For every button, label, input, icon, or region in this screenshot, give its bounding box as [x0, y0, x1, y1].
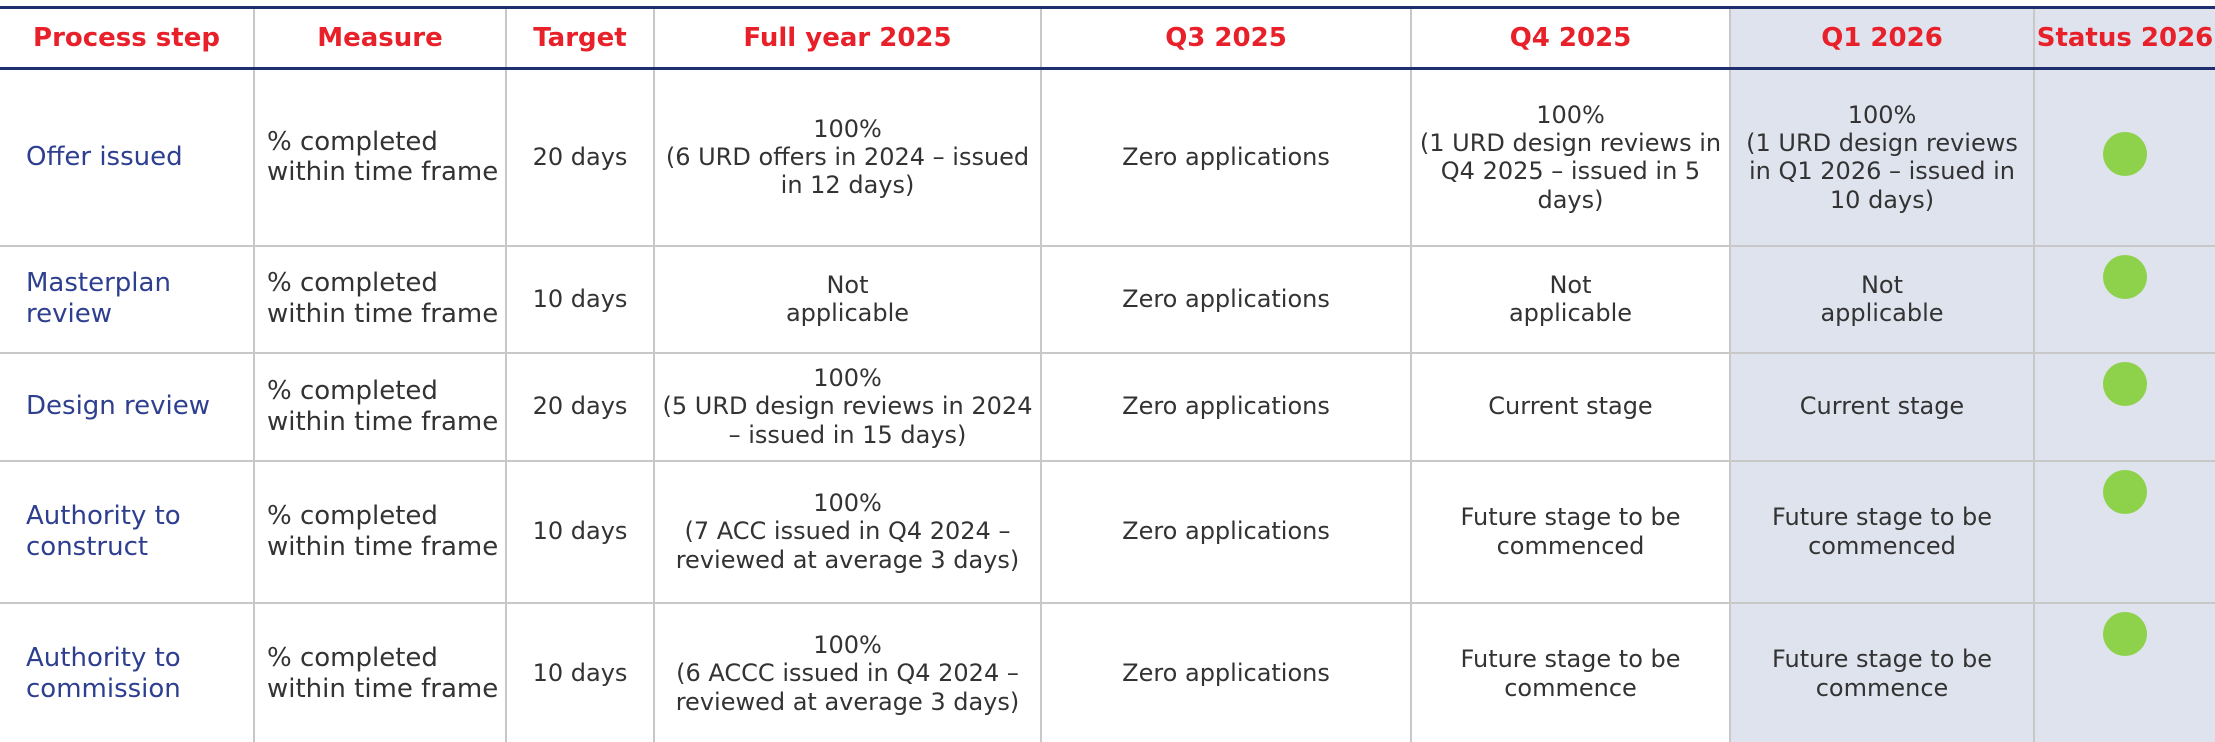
status-cell: [2033, 244, 2215, 354]
table-cell: 100% (7 ACC issued in Q4 2024 – reviewed…: [653, 459, 1042, 604]
table-row: Offer issued% completed within time fram…: [0, 67, 2215, 247]
table-cell: Future stage to be commence: [1729, 601, 2035, 742]
table-row: Masterplan review% completed within time…: [0, 244, 2215, 354]
table-cell: 100% (6 ACCC issued in Q4 2024 – reviewe…: [653, 601, 1042, 742]
table-cell: Zero applications: [1040, 351, 1412, 462]
table-cell: 20 days: [505, 67, 655, 247]
table-cell: % completed within time frame: [253, 601, 507, 742]
status-cell: [2033, 459, 2215, 604]
table-cell: 20 days: [505, 351, 655, 462]
header-cell: Q3 2025: [1040, 6, 1411, 70]
header-cell: Q1 2026: [1729, 6, 2034, 70]
table-cell: Authority to construct: [0, 459, 255, 604]
table-cell: Offer issued: [0, 67, 255, 247]
table-cell: Current stage: [1410, 351, 1731, 462]
table-cell: % completed within time frame: [253, 351, 507, 462]
status-indicator: [2103, 361, 2147, 406]
header-cell: Status 2026: [2033, 6, 2215, 70]
header-cell: Target: [505, 6, 654, 70]
table-cell: % completed within time frame: [253, 459, 507, 604]
table-body: Offer issued% completed within time fram…: [0, 67, 2215, 742]
table-cell: Design review: [0, 351, 255, 462]
table-cell: 10 days: [505, 244, 655, 354]
status-cell: [2033, 67, 2215, 247]
table-cell: Zero applications: [1040, 601, 1412, 742]
table-row: Design review% completed within time fra…: [0, 351, 2215, 462]
status-indicator: [2103, 469, 2147, 514]
table-row: Authority to commission% completed withi…: [0, 601, 2215, 742]
status-indicator: [2103, 254, 2147, 299]
table-cell: % completed within time frame: [253, 67, 507, 247]
status-indicator: [2103, 611, 2147, 656]
table-row: Authority to construct% completed within…: [0, 459, 2215, 604]
table-cell: 100% (1 URD design reviews in Q1 2026 – …: [1729, 67, 2035, 247]
header-cell: Measure: [253, 6, 506, 70]
table-cell: 100% (5 URD design reviews in 2024 – iss…: [653, 351, 1042, 462]
table-cell: 10 days: [505, 459, 655, 604]
kpi-table: Process step Measure Target Full year 2025 Q…: [0, 6, 2215, 742]
status-indicator: [2103, 132, 2147, 177]
table-cell: % completed within time frame: [253, 244, 507, 354]
table-cell: 10 days: [505, 601, 655, 742]
table-cell: 100% (1 URD design reviews in Q4 2025 – …: [1410, 67, 1731, 247]
table-cell: Future stage to be commenced: [1729, 459, 2035, 604]
header-cell: Q4 2025: [1410, 6, 1730, 70]
table-cell: Masterplan review: [0, 244, 255, 354]
table-cell: Zero applications: [1040, 67, 1412, 247]
status-cell: [2033, 601, 2215, 742]
header-row: Process step Measure Target Full year 2025 Q…: [0, 6, 2215, 70]
table-cell: Not applicable: [1410, 244, 1731, 354]
header-cell: Process step: [0, 6, 254, 70]
table-cell: Current stage: [1729, 351, 2035, 462]
table-cell: Not applicable: [653, 244, 1042, 354]
table-cell: Future stage to be commenced: [1410, 459, 1731, 604]
status-cell: [2033, 351, 2215, 462]
table-cell: 100% (6 URD offers in 2024 – issued in 1…: [653, 67, 1042, 247]
table-cell: Zero applications: [1040, 459, 1412, 604]
table-cell: Not applicable: [1729, 244, 2035, 354]
table-cell: Authority to commission: [0, 601, 255, 742]
page: Process step Measure Target Full year 2025 Q…: [0, 6, 2215, 742]
table-cell: Future stage to be commence: [1410, 601, 1731, 742]
table-cell: Zero applications: [1040, 244, 1412, 354]
header-cell: Full year 2025: [653, 6, 1041, 70]
